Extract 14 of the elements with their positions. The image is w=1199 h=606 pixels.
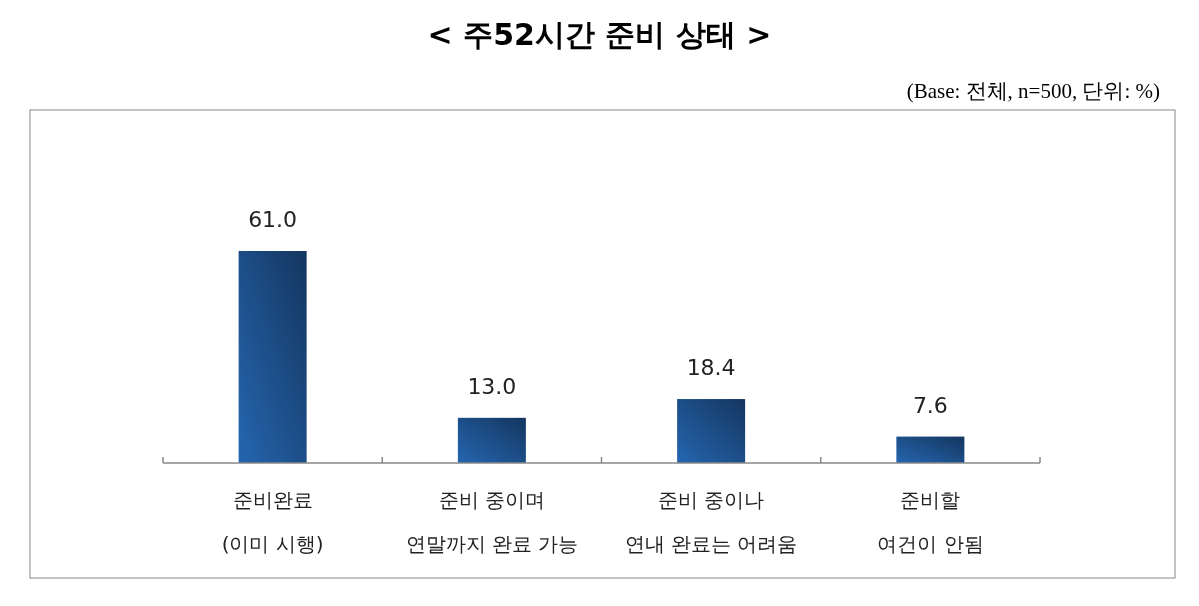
x-tick-label: 준비 중이나 연내 완료는 어려움: [624, 488, 798, 556]
data-label: 61.0: [248, 207, 298, 232]
bar: [457, 417, 526, 463]
data-label: 18.4: [686, 355, 736, 381]
chart-title: < 주52시간 준비 상태 >: [427, 17, 772, 52]
chart-subtitle: (Base: 전체, n=500, 단위: %): [906, 79, 1161, 103]
bar: [677, 399, 746, 463]
data-label: 7.6: [912, 392, 948, 418]
x-tick-label: 준비 중이며 연말까지 완료 가능: [405, 488, 579, 556]
bar: [896, 436, 965, 463]
data-label: 13.0: [467, 373, 517, 399]
x-tick-label: 준비완료 (이미 시행): [221, 488, 324, 556]
bar: [238, 251, 307, 463]
x-tick-label: 준비할 여건이 안됨: [877, 488, 984, 556]
